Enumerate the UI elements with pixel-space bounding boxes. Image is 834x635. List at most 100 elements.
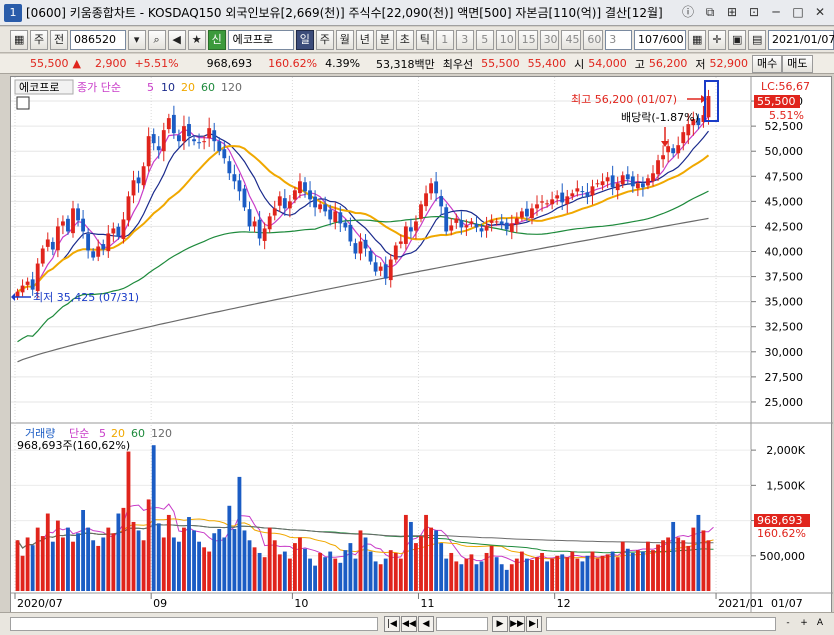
volume-tag-bg <box>754 514 810 527</box>
candle-body <box>156 146 161 151</box>
tf-year[interactable]: 년 <box>355 29 374 50</box>
candle-body <box>590 186 595 196</box>
zoom-in-button[interactable]: + <box>800 618 808 628</box>
interval-10[interactable]: 10 <box>495 29 516 50</box>
candle-body <box>237 180 242 192</box>
nav-first-button[interactable]: |◀ <box>384 616 400 632</box>
tf-week[interactable]: 주 <box>315 29 334 50</box>
volume-bar <box>348 543 353 591</box>
nav-forward-button[interactable]: ▶ <box>492 616 508 632</box>
calendar-icon[interactable]: ▤ <box>747 29 766 50</box>
candle-body <box>176 135 181 142</box>
candle-body <box>464 225 469 228</box>
right-date-label: 01/07 <box>771 597 803 610</box>
candle-body <box>323 204 328 212</box>
chart-type-icon[interactable]: ▦ <box>10 29 28 50</box>
candle-body <box>686 124 691 136</box>
crosshair-icon[interactable]: ✛ <box>707 29 726 50</box>
save-icon[interactable]: ▣ <box>727 29 746 50</box>
tf-minute[interactable]: 분 <box>375 29 394 50</box>
ma5-line <box>17 115 709 293</box>
volume-bar <box>681 540 686 591</box>
minimize-icon[interactable]: ─ <box>772 5 780 19</box>
candle-body <box>499 221 504 225</box>
interval-1[interactable]: 1 <box>435 29 454 50</box>
prev-button[interactable]: 전 <box>50 29 68 50</box>
interval-30[interactable]: 30 <box>539 29 560 50</box>
volume-bar <box>86 527 91 591</box>
candle-body <box>605 177 610 182</box>
forecast-box[interactable] <box>704 80 719 122</box>
nav-fast-forward-button[interactable]: ▶▶ <box>509 616 525 632</box>
sound-icon[interactable]: ◀ <box>167 29 186 50</box>
nav-slider[interactable] <box>436 617 488 631</box>
calculator-icon[interactable] <box>16 96 30 110</box>
interval-60[interactable]: 60 <box>583 29 604 50</box>
price-tick-label: 47,500 <box>765 170 804 183</box>
price-tick-label: 50,000 <box>765 145 804 158</box>
volume-bar <box>600 555 605 591</box>
zoom-out-button[interactable]: - <box>786 618 790 628</box>
link-window-icon[interactable]: ⧉ <box>705 5 715 19</box>
interval-15[interactable]: 15 <box>517 29 538 50</box>
interval-45[interactable]: 45 <box>561 29 582 50</box>
maximize-icon[interactable]: □ <box>792 5 804 19</box>
volume-bar <box>272 540 277 591</box>
nav-back-button[interactable]: ◀ <box>418 616 434 632</box>
bookmark-icon[interactable]: ★ <box>187 29 206 50</box>
volume-bar <box>585 555 590 591</box>
sell-button[interactable]: 매도 <box>782 54 813 73</box>
chart-area[interactable]: 25,000 27,500 30,000 32,500 35,000 37,500 40,0… <box>10 76 833 615</box>
count-field[interactable]: 107/600 <box>633 29 686 50</box>
ma10-line <box>17 130 709 293</box>
candle-body <box>308 190 312 200</box>
candle-body <box>439 196 444 207</box>
nav-fast-back-button[interactable]: ◀◀ <box>401 616 417 632</box>
grid-icon[interactable]: ▦ <box>687 29 706 50</box>
volume-bar <box>605 554 610 591</box>
volume-bar <box>45 513 50 591</box>
volume-legend-name: 거래량 <box>25 427 55 440</box>
volume-bar <box>378 564 383 591</box>
tf-tick[interactable]: 틱 <box>415 29 434 50</box>
legend-name-box[interactable] <box>14 79 74 95</box>
volume-bar <box>146 499 151 591</box>
volume-bar <box>444 558 449 591</box>
date-tick-label: 10 <box>294 597 308 610</box>
tf-day[interactable]: 일 <box>295 29 314 50</box>
candle-body <box>373 262 378 272</box>
axis-label-layer: 25,000 27,500 30,000 32,500 35,000 37,500 40,0… <box>11 95 806 610</box>
buy-button[interactable]: 매수 <box>752 54 783 73</box>
candle-body <box>328 209 333 220</box>
search-icon[interactable]: ⌕ <box>147 29 166 50</box>
window-number-badge[interactable]: 1 <box>4 3 22 22</box>
tf-month[interactable]: 월 <box>335 29 354 50</box>
auto-scale-button[interactable]: A <box>816 618 824 628</box>
period-select[interactable]: 주 <box>30 29 48 50</box>
volume-bar <box>580 561 585 591</box>
zoom-track[interactable] <box>546 617 776 631</box>
chart-canvas[interactable]: 25,000 27,500 30,000 32,500 35,000 37,500 40,0… <box>11 77 833 615</box>
price-tick-label: 37,500 <box>765 271 804 284</box>
up-arrow-icon: ▲ <box>72 57 81 70</box>
interval-input[interactable]: 3 <box>605 29 632 50</box>
nav-last-button[interactable]: ▶| <box>526 616 542 632</box>
candle-body <box>444 207 449 232</box>
candle-body <box>408 227 413 232</box>
code-dropdown-icon[interactable]: ▾ <box>127 29 146 50</box>
pin-icon[interactable]: ⊡ <box>748 5 760 19</box>
date-field[interactable]: 2021/01/07 <box>767 29 834 50</box>
interval-3[interactable]: 3 <box>455 29 474 50</box>
close-icon[interactable]: ✕ <box>814 5 826 19</box>
volume-bar <box>81 510 86 591</box>
candle-body <box>635 183 640 189</box>
candle-body <box>560 192 565 203</box>
info-icon[interactable]: ⓘ <box>681 5 694 19</box>
candle-body <box>96 246 101 257</box>
candle-body <box>640 183 645 188</box>
layout-icon[interactable]: ⊞ <box>726 5 738 19</box>
stock-code-input[interactable]: 086520 <box>70 29 126 50</box>
interval-5[interactable]: 5 <box>475 29 494 50</box>
tf-second[interactable]: 초 <box>395 29 414 50</box>
chart-scrollbar[interactable] <box>10 617 378 631</box>
